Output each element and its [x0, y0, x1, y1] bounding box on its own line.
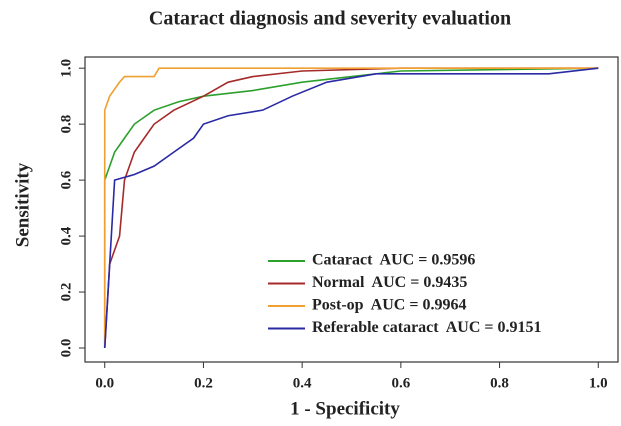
y-tick-label: 0.6 — [58, 170, 74, 189]
x-tick-label: 0.4 — [293, 375, 312, 391]
x-tick-label: 0.0 — [95, 375, 114, 391]
x-tick-label: 1.0 — [589, 375, 608, 391]
y-axis-label: Sensitivity — [12, 162, 33, 247]
chart-title: Cataract diagnosis and severity evaluati… — [149, 8, 511, 30]
roc-curve — [103, 67, 599, 349]
x-tick-label: 0.2 — [194, 375, 213, 391]
y-tick-label: 0.0 — [58, 339, 74, 358]
legend-label: Cataract AUC = 0.9596 — [312, 252, 475, 269]
legend-label: Post-op AUC = 0.9964 — [312, 297, 466, 314]
roc-curve — [103, 67, 599, 349]
x-tick-label: 0.6 — [391, 375, 410, 391]
y-tick-label: 0.2 — [58, 283, 74, 302]
x-tick-label: 0.8 — [490, 375, 509, 391]
plot-frame — [84, 56, 619, 363]
legend-label: Normal AUC = 0.9435 — [312, 274, 467, 291]
y-tick-label: 1.0 — [58, 59, 74, 78]
legend-label: Referable cataract AUC = 0.9151 — [312, 319, 542, 336]
y-tick-label: 0.4 — [58, 226, 74, 245]
roc-curve — [103, 67, 599, 349]
x-axis-label: 1 - Specificity — [290, 398, 400, 419]
roc-curve — [103, 67, 599, 349]
y-tick-label: 0.8 — [58, 115, 74, 134]
